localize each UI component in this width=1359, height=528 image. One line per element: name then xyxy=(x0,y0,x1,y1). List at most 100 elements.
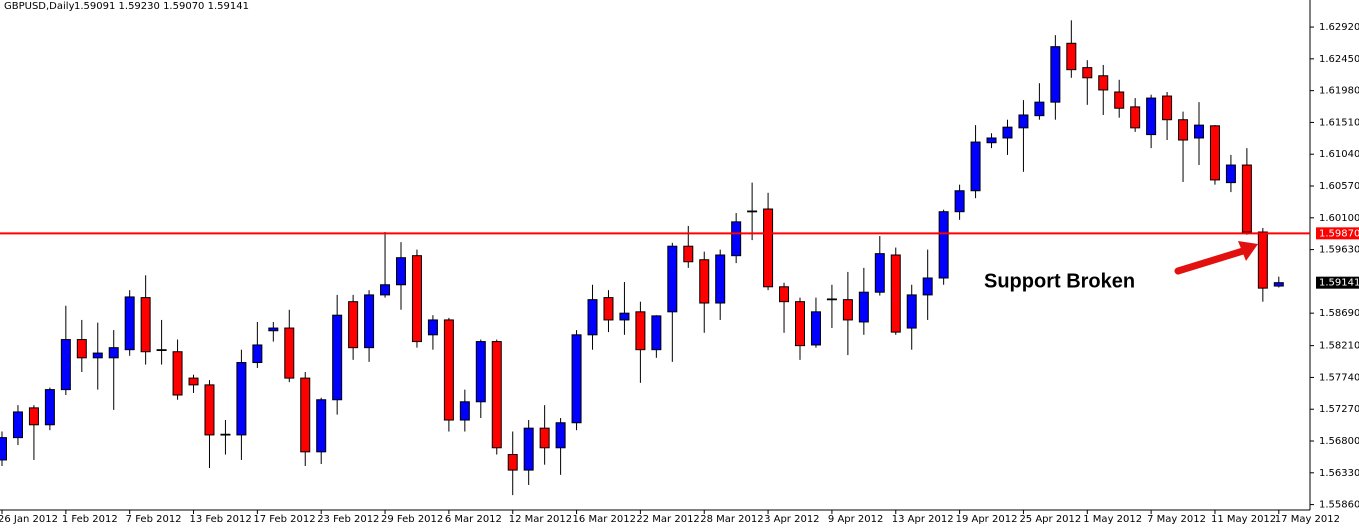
candle xyxy=(970,125,981,199)
candle xyxy=(236,349,247,460)
candle-body xyxy=(348,301,359,349)
candle xyxy=(539,405,550,465)
y-tick-label: 1.57740 xyxy=(1319,372,1359,383)
candle-body xyxy=(1130,106,1141,129)
candle-body xyxy=(858,291,869,323)
candle xyxy=(364,290,375,362)
candle xyxy=(475,339,486,419)
candle xyxy=(779,282,790,333)
candle-body xyxy=(1273,282,1284,287)
x-tick-label: 11 May 2012 xyxy=(1211,514,1276,525)
candle xyxy=(332,294,343,415)
x-tick-label: 23 Feb 2012 xyxy=(317,514,379,525)
chart-title: GBPUSD,Daily xyxy=(4,1,75,12)
candle-body xyxy=(779,286,790,303)
candle-body xyxy=(459,401,470,421)
candle xyxy=(1114,79,1125,118)
candle xyxy=(619,282,630,335)
x-tick-label: 26 Jan 2012 xyxy=(0,514,58,525)
x-tick-label: 17 Feb 2012 xyxy=(253,514,315,525)
x-tick-label: 13 Apr 2012 xyxy=(892,514,954,525)
candle xyxy=(252,321,263,368)
candle xyxy=(922,249,933,320)
y-tick-label: 1.60100 xyxy=(1319,213,1359,224)
x-tick-label: 29 Feb 2012 xyxy=(381,514,443,525)
x-tick-label: 22 Mar 2012 xyxy=(636,514,699,525)
candle xyxy=(300,372,311,467)
candle-body xyxy=(1018,114,1029,129)
candle xyxy=(76,319,87,373)
support-price-box xyxy=(1316,227,1359,240)
candle-body xyxy=(1098,75,1109,91)
x-tick-label: 9 Apr 2012 xyxy=(828,514,883,525)
candle-body xyxy=(396,257,406,286)
candle-body xyxy=(938,211,949,279)
candle xyxy=(156,319,167,365)
x-tick-label: 17 May 2012 xyxy=(1275,514,1340,525)
candle-body xyxy=(140,297,151,353)
candle-body xyxy=(124,296,135,351)
candle-body xyxy=(1034,101,1045,117)
candle-body xyxy=(795,301,805,347)
candle xyxy=(1002,119,1013,155)
candle-body xyxy=(1257,231,1268,289)
candle xyxy=(140,275,151,365)
candle xyxy=(1146,94,1157,149)
candle-body xyxy=(427,319,438,336)
candle-body xyxy=(810,311,821,346)
candle xyxy=(1034,83,1045,120)
candle xyxy=(874,236,885,296)
candle-body xyxy=(763,208,774,288)
candle-body xyxy=(12,411,23,439)
candle xyxy=(587,284,598,350)
candle xyxy=(523,420,534,485)
candle-body xyxy=(1146,97,1157,136)
candle-body xyxy=(715,254,726,304)
candle-body xyxy=(411,255,422,343)
candle xyxy=(683,225,694,268)
candle-body xyxy=(555,422,566,449)
candle xyxy=(12,405,23,446)
y-tick-label: 1.60570 xyxy=(1319,181,1359,192)
candle-body xyxy=(986,137,997,144)
current-price-label: 1.59141 xyxy=(1319,278,1359,289)
x-tick-label: 1 Feb 2012 xyxy=(62,514,118,525)
candle xyxy=(459,389,470,432)
candle xyxy=(1209,125,1220,185)
candle-body xyxy=(44,389,55,426)
candle xyxy=(204,380,215,469)
candle-body xyxy=(1050,46,1061,103)
candle xyxy=(810,297,821,348)
x-tick-label: 13 Feb 2012 xyxy=(190,514,252,525)
candle xyxy=(268,321,279,342)
candle xyxy=(1066,20,1077,78)
candle-body xyxy=(970,141,981,192)
candle xyxy=(60,305,71,396)
candle-body xyxy=(172,351,183,396)
candle xyxy=(763,192,774,291)
candle xyxy=(427,315,438,350)
candle xyxy=(380,232,391,298)
candle xyxy=(1225,154,1236,193)
candle-body xyxy=(332,314,343,401)
candle xyxy=(348,294,359,360)
candle xyxy=(795,297,805,360)
candle-body xyxy=(747,210,758,213)
candle xyxy=(396,242,406,310)
candle xyxy=(188,374,199,393)
candle-body xyxy=(1209,125,1220,181)
candle-body xyxy=(188,377,199,386)
candle-body xyxy=(539,427,550,449)
candle-body xyxy=(316,399,327,453)
current-price-box xyxy=(1316,276,1359,289)
candle-body xyxy=(491,341,502,449)
candle-body xyxy=(475,341,486,403)
candle xyxy=(316,397,327,465)
y-tick-label: 1.62920 xyxy=(1319,22,1359,33)
candle xyxy=(491,339,502,455)
candle-body xyxy=(619,312,630,321)
candle-body xyxy=(826,298,837,301)
candle xyxy=(699,251,710,333)
candle-body xyxy=(906,294,917,329)
